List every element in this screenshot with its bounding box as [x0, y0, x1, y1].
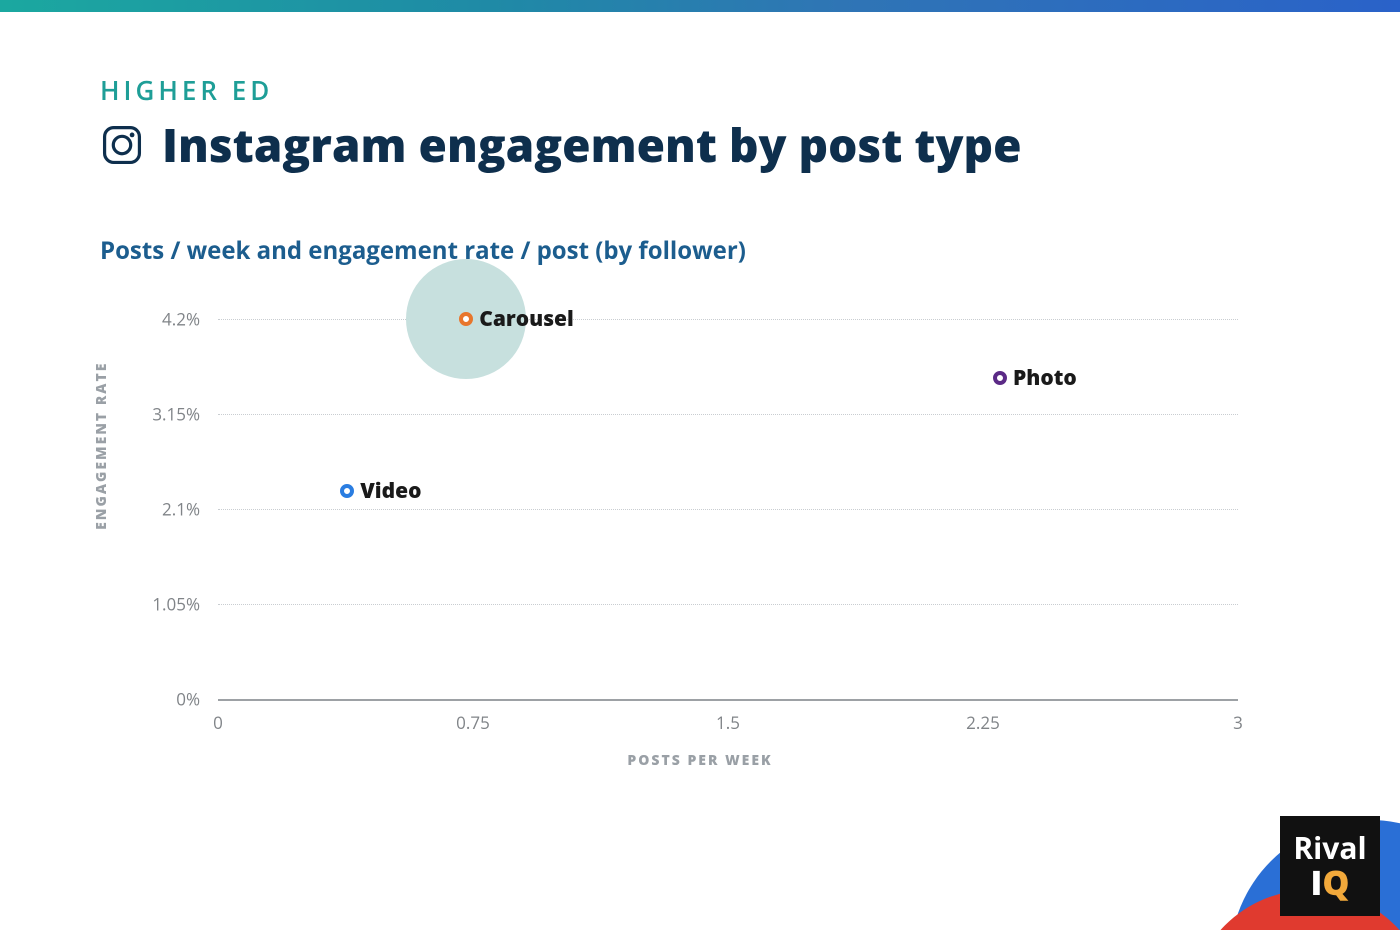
- y-tick-label: 1.05%: [128, 593, 218, 616]
- data-point-marker: [459, 312, 473, 326]
- x-tick-label: 0.75: [456, 699, 490, 734]
- page-title: Instagram engagement by post type: [162, 114, 1022, 176]
- data-point-label: Video: [354, 477, 421, 505]
- data-point: Carousel: [459, 312, 473, 326]
- data-point: Photo: [993, 371, 1007, 385]
- eyebrow: HIGHER ED: [100, 72, 1300, 108]
- data-point-marker: [993, 371, 1007, 385]
- x-axis-label: POSTS PER WEEK: [627, 751, 772, 770]
- instagram-icon-dot: [130, 133, 135, 138]
- x-tick-label: 2.25: [966, 699, 1000, 734]
- y-axis-label: ENGAGEMENT RATE: [92, 362, 111, 530]
- x-tick-label: 0: [213, 699, 223, 734]
- grid-line: [218, 604, 1238, 605]
- brand-logo-q: Q: [1322, 865, 1349, 899]
- data-point-label: Carousel: [473, 305, 574, 333]
- instagram-icon: [100, 123, 144, 167]
- x-tick-label: 3: [1233, 699, 1243, 734]
- plot-area: 0%1.05%2.1%3.15%4.2%00.751.52.253Carouse…: [218, 319, 1238, 699]
- grid-line: [218, 414, 1238, 415]
- decorative-blob-blue: [1230, 820, 1400, 930]
- data-point: Video: [340, 484, 354, 498]
- subtitle: Posts / week and engagement rate / post …: [100, 234, 1300, 267]
- y-tick-label: 0%: [128, 688, 218, 711]
- brand-logo-line-1: Rival: [1293, 833, 1366, 863]
- chart: ENGAGEMENT RATE 0%1.05%2.1%3.15%4.2%00.7…: [100, 307, 1300, 787]
- y-tick-label: 4.2%: [128, 308, 218, 331]
- instagram-icon-frame: [105, 128, 140, 163]
- x-tick-label: 1.5: [716, 699, 740, 734]
- brand-logo-line-2: IQ: [1311, 865, 1350, 899]
- decorative-blob-red: [1190, 890, 1400, 930]
- y-tick-label: 3.15%: [128, 403, 218, 426]
- title-row: Instagram engagement by post type: [100, 114, 1300, 176]
- page: HIGHER ED Instagram engagement by post t…: [0, 12, 1400, 930]
- data-point-label: Photo: [1007, 364, 1077, 392]
- data-point-marker: [340, 484, 354, 498]
- brand-logo-i: I: [1311, 859, 1323, 905]
- grid-line: [218, 319, 1238, 320]
- top-gradient-bar: [0, 0, 1400, 12]
- brand-logo: Rival IQ: [1280, 816, 1380, 916]
- instagram-icon-lens: [113, 136, 130, 153]
- y-tick-label: 2.1%: [128, 498, 218, 521]
- grid-line: [218, 509, 1238, 510]
